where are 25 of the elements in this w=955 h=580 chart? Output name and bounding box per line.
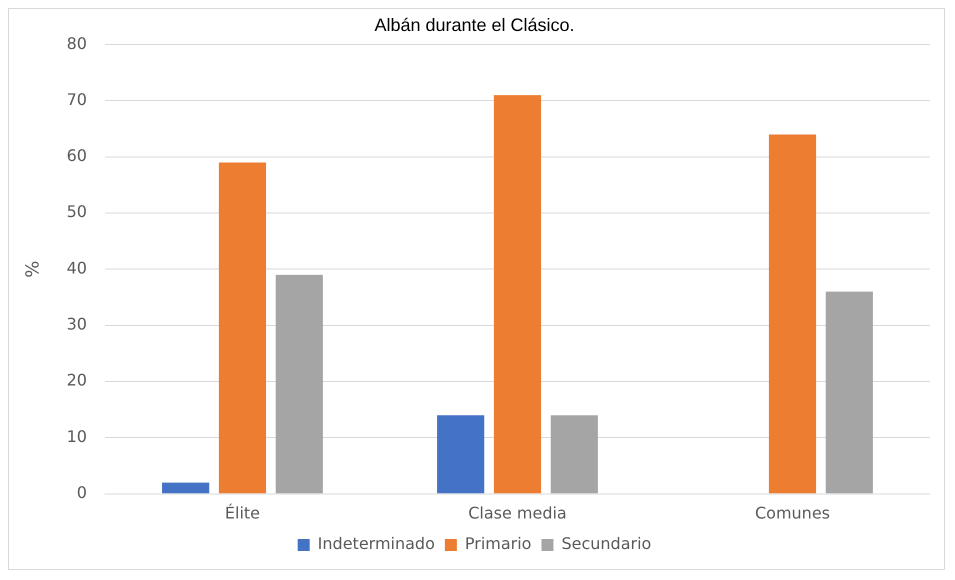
x-tick-label: Élite (224, 504, 260, 523)
chart-title: Albán durante el Clásico. (374, 14, 575, 35)
bar (550, 415, 598, 494)
bar (276, 274, 323, 494)
y-tick-label: 70 (66, 90, 87, 109)
y-tick-label: 30 (66, 314, 87, 334)
y-axis-title: % (22, 260, 44, 278)
bar (162, 482, 210, 494)
bar (494, 95, 542, 494)
bar (218, 162, 266, 494)
y-tick-label: 60 (66, 146, 87, 166)
y-tick-label: 80 (66, 34, 87, 53)
y-tick-label: 10 (66, 426, 87, 446)
legend-label: Secundario (561, 534, 652, 554)
x-tick-label: Comunes (754, 504, 830, 523)
bar (437, 415, 484, 494)
bar (768, 134, 816, 494)
legend-label: Indeterminado (318, 534, 435, 554)
y-tick-label: 20 (66, 370, 87, 390)
y-tick-label: 50 (66, 202, 87, 222)
legend-label: Primario (464, 534, 532, 554)
bar (826, 292, 873, 494)
y-tick-label: 40 (66, 258, 87, 278)
y-tick-label: 0 (76, 482, 87, 502)
x-tick-label: Clase media (468, 504, 567, 523)
